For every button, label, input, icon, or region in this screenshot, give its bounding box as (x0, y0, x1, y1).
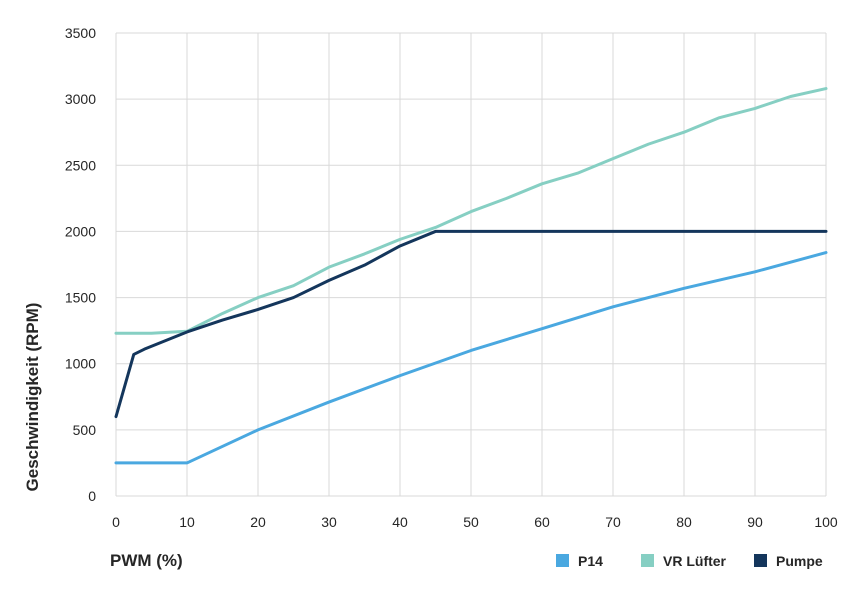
y-tick-label: 500 (73, 422, 97, 438)
x-axis-title: PWM (%) (110, 551, 183, 570)
x-tick-label: 50 (463, 514, 479, 530)
x-tick-label: 20 (250, 514, 266, 530)
y-axis-title: Geschwindigkeit (RPM) (23, 303, 42, 492)
x-tick-label: 80 (676, 514, 692, 530)
y-tick-label: 1500 (65, 290, 96, 306)
series-line-vr-l-fter (114, 87, 828, 335)
series-lines (114, 87, 828, 465)
x-tick-label: 40 (392, 514, 408, 530)
y-tick-label: 0 (88, 488, 96, 504)
series-line-p14 (114, 251, 828, 465)
legend-label: P14 (578, 553, 603, 569)
x-tick-label: 30 (321, 514, 337, 530)
y-tick-label: 2500 (65, 157, 96, 173)
x-tick-label: 60 (534, 514, 550, 530)
x-axis-ticks: 0 10 20 30 40 50 60 70 80 90 100 (112, 514, 838, 530)
x-tick-label: 0 (112, 514, 120, 530)
x-tick-label: 100 (814, 514, 838, 530)
legend: P14 VR Lüfter Pumpe (556, 553, 823, 569)
legend-label: VR Lüfter (663, 553, 727, 569)
y-tick-label: 2000 (65, 223, 96, 239)
y-tick-label: 1000 (65, 356, 96, 372)
x-tick-label: 10 (179, 514, 195, 530)
y-tick-label: 3500 (65, 25, 96, 41)
legend-swatch (754, 554, 767, 567)
x-tick-label: 70 (605, 514, 621, 530)
x-tick-label: 90 (747, 514, 763, 530)
legend-label: Pumpe (776, 553, 823, 569)
grid (115, 32, 827, 497)
series-line-pumpe (114, 229, 828, 419)
y-tick-label: 3000 (65, 91, 96, 107)
legend-swatch (641, 554, 654, 567)
y-axis-ticks: 0 500 1000 1500 2000 2500 3000 3500 (65, 25, 96, 504)
legend-swatch (556, 554, 569, 567)
